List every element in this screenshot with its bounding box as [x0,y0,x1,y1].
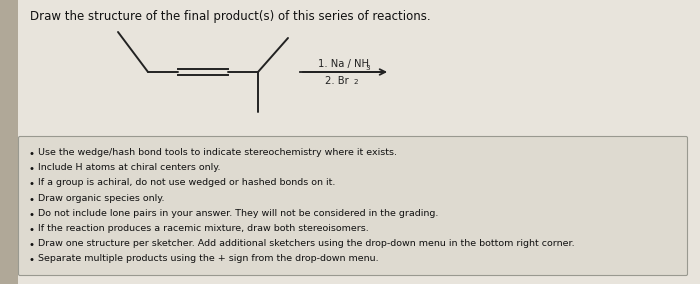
Text: •: • [29,149,35,159]
Text: If the reaction produces a racemic mixture, draw both stereoisomers.: If the reaction produces a racemic mixtu… [38,224,369,233]
Text: 3: 3 [365,65,370,71]
Text: •: • [29,255,35,266]
Text: If a group is achiral, do not use wedged or hashed bonds on it.: If a group is achiral, do not use wedged… [38,178,335,187]
Text: •: • [29,164,35,174]
Text: 1. Na / NH: 1. Na / NH [318,59,368,69]
Text: Include H atoms at chiral centers only.: Include H atoms at chiral centers only. [38,163,220,172]
Text: Do not include lone pairs in your answer. They will not be considered in the gra: Do not include lone pairs in your answer… [38,209,438,218]
Text: Draw one structure per sketcher. Add additional sketchers using the drop-down me: Draw one structure per sketcher. Add add… [38,239,575,248]
FancyBboxPatch shape [18,137,687,275]
Text: Separate multiple products using the + sign from the drop-down menu.: Separate multiple products using the + s… [38,254,379,263]
Text: 2. Br: 2. Br [325,76,349,86]
Text: •: • [29,210,35,220]
Text: Use the wedge/hash bond tools to indicate stereochemistry where it exists.: Use the wedge/hash bond tools to indicat… [38,148,397,157]
Text: •: • [29,240,35,250]
Text: Draw the structure of the final product(s) of this series of reactions.: Draw the structure of the final product(… [30,10,430,23]
Text: •: • [29,225,35,235]
Text: Draw organic species only.: Draw organic species only. [38,194,164,202]
Text: •: • [29,179,35,189]
Text: •: • [29,195,35,204]
Text: 2: 2 [354,79,358,85]
